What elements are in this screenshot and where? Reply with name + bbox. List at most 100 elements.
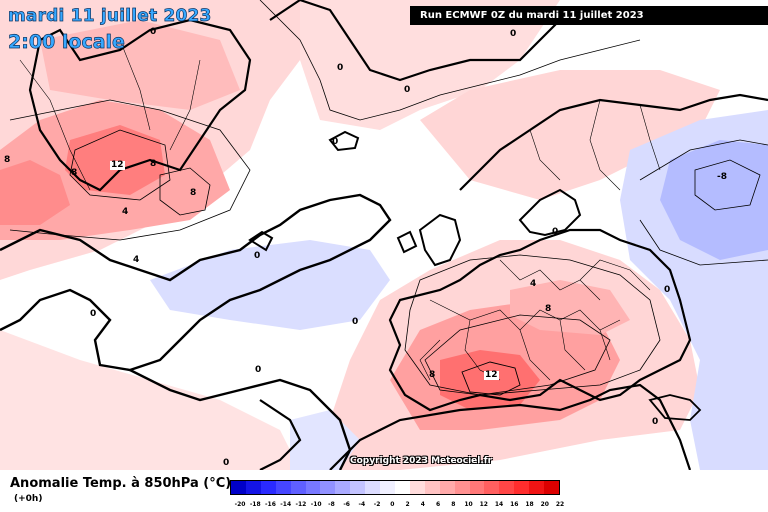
isotherm-8-east-greenland xyxy=(159,167,211,216)
isotherm-0-atlantic xyxy=(259,0,641,121)
model-run-banner: Run ECMWF 0Z du mardi 11 juillet 2023 xyxy=(410,6,768,25)
isotherm-label: 8 xyxy=(190,188,197,198)
anomaly-map-canvas xyxy=(0,0,768,470)
color-swatch xyxy=(245,481,261,494)
scale-tick-label: -12 xyxy=(295,501,307,508)
color-swatch xyxy=(454,481,470,494)
isotherm-8-greenland xyxy=(69,129,171,201)
scale-tick-label: -16 xyxy=(265,501,276,508)
scale-tick-label: -8 xyxy=(328,501,335,508)
color-swatch xyxy=(409,481,425,494)
isotherm-label: 0 xyxy=(510,29,517,39)
isotherm-label: 0 xyxy=(652,417,659,427)
scale-tick-label: 22 xyxy=(555,501,565,508)
color-swatch xyxy=(365,481,381,494)
anomaly-field-medium-red-central-europe xyxy=(510,280,630,335)
forecast-time-title: 2:00 locale xyxy=(8,31,126,53)
color-swatch xyxy=(335,481,351,494)
scale-tick-label: -14 xyxy=(280,501,292,508)
scale-tick-label: 12 xyxy=(479,501,488,508)
copyright-notice: Copyright 2023 Meteociel.fr xyxy=(350,456,493,466)
scale-tick-label: 18 xyxy=(525,501,534,508)
border-scandinavia-countries xyxy=(529,99,661,191)
color-swatch xyxy=(439,481,455,494)
color-swatch xyxy=(484,481,500,494)
coastline-british-isles xyxy=(418,213,462,267)
isotherm-label: 0 xyxy=(150,27,157,37)
scale-tick-label: 14 xyxy=(494,501,504,508)
isotherm-label: 8 xyxy=(150,159,157,169)
scale-tick-label: 10 xyxy=(464,501,473,508)
isotherm-label: 12 xyxy=(110,160,125,170)
isotherm-label: 0 xyxy=(404,85,411,95)
anomaly-field-red-greenland-core xyxy=(65,125,165,195)
color-swatch xyxy=(305,481,321,494)
weather-map: 0 0 0 0 0 0 0 0 0 0 0 0 0 4 4 4 8 8 8 8 … xyxy=(0,0,768,470)
coastline-eastern-canada xyxy=(248,230,274,252)
isotherm-label: 0 xyxy=(664,285,671,295)
model-run-text: Run ECMWF 0Z du mardi 11 juillet 2023 xyxy=(420,10,644,21)
color-swatch xyxy=(380,481,395,494)
color-swatch xyxy=(260,481,276,494)
legend-title: Anomalie Temp. à 850hPa (°C) xyxy=(10,476,232,491)
color-scale-ticks: -20 -18 -16 -14 -12 -10 -8 -6 -4 -2 0 2 4 6 8 10 12 14 16 1… xyxy=(230,501,570,511)
coastline-svalbard-arctic xyxy=(269,0,561,82)
scale-tick-label: -2 xyxy=(373,501,381,508)
isotherm-label: 8 xyxy=(71,168,78,178)
color-swatch xyxy=(275,481,291,494)
scale-tick-label: -10 xyxy=(310,501,322,508)
isotherm-8-europe xyxy=(424,314,611,396)
color-swatch xyxy=(394,481,410,494)
isotherm-label: 8 xyxy=(429,370,436,380)
anomaly-field-medium-red-north xyxy=(40,20,240,110)
isotherm-label: 8 xyxy=(4,155,11,165)
isotherm-4-greenland xyxy=(9,99,251,241)
isotherm-label: -8 xyxy=(717,172,727,182)
color-swatch xyxy=(469,481,485,494)
isotherm-label: 4 xyxy=(133,255,140,265)
isotherm-label: 8 xyxy=(545,304,552,314)
coastline-north-america xyxy=(0,193,392,372)
scale-tick-label: -6 xyxy=(343,501,350,508)
anomaly-field-red-spain-core xyxy=(440,350,540,410)
scale-tick-label: -20 xyxy=(234,501,246,508)
coastline-black-sea xyxy=(648,394,702,421)
coastline-europe xyxy=(388,228,692,412)
scale-tick-label: 6 xyxy=(436,501,441,508)
color-swatch xyxy=(320,481,336,494)
isotherm-minus8-russia xyxy=(694,159,761,211)
anomaly-field-light-red-north-atlantic xyxy=(300,0,560,130)
border-greenland-regions xyxy=(19,39,201,191)
coastline-south-america-east xyxy=(259,399,302,470)
isotherm-label: 0 xyxy=(552,227,559,237)
coastline-south-america xyxy=(129,368,352,470)
isotherm-label: 4 xyxy=(122,207,129,217)
isotherm-label: 12 xyxy=(484,370,499,380)
anomaly-field-light-red-scandinavia xyxy=(420,70,720,200)
coastline-baltic xyxy=(518,188,582,237)
color-scale-bar xyxy=(230,480,560,495)
isotherm-minus4-russia xyxy=(639,139,768,266)
isotherm-label: 0 xyxy=(255,365,262,375)
border-europe-countries xyxy=(419,259,651,381)
scale-tick-label: 20 xyxy=(540,501,549,508)
isotherm-label: 4 xyxy=(530,279,537,289)
color-swatch xyxy=(499,481,515,494)
scale-tick-label: 16 xyxy=(510,501,519,508)
color-swatch xyxy=(514,481,530,494)
isotherm-label: 0 xyxy=(90,309,97,319)
anomaly-field-medium-blue-russia xyxy=(660,140,768,260)
color-swatch xyxy=(529,481,545,494)
anomaly-field-red-west-core xyxy=(0,160,70,225)
forecast-hour-label: (+0h) xyxy=(14,494,43,504)
coastline-africa xyxy=(329,383,692,470)
forecast-date-title: mardi 11 juillet 2023 xyxy=(8,6,212,26)
anomaly-field-light-red-south-atlantic xyxy=(0,330,300,470)
color-swatch xyxy=(544,481,559,494)
isotherm-label: 0 xyxy=(337,63,344,73)
coastline-ireland xyxy=(396,230,418,254)
color-swatch xyxy=(424,481,440,494)
color-swatch xyxy=(231,481,246,494)
scale-tick-label: 4 xyxy=(420,501,425,508)
coastline-iceland xyxy=(328,130,360,152)
